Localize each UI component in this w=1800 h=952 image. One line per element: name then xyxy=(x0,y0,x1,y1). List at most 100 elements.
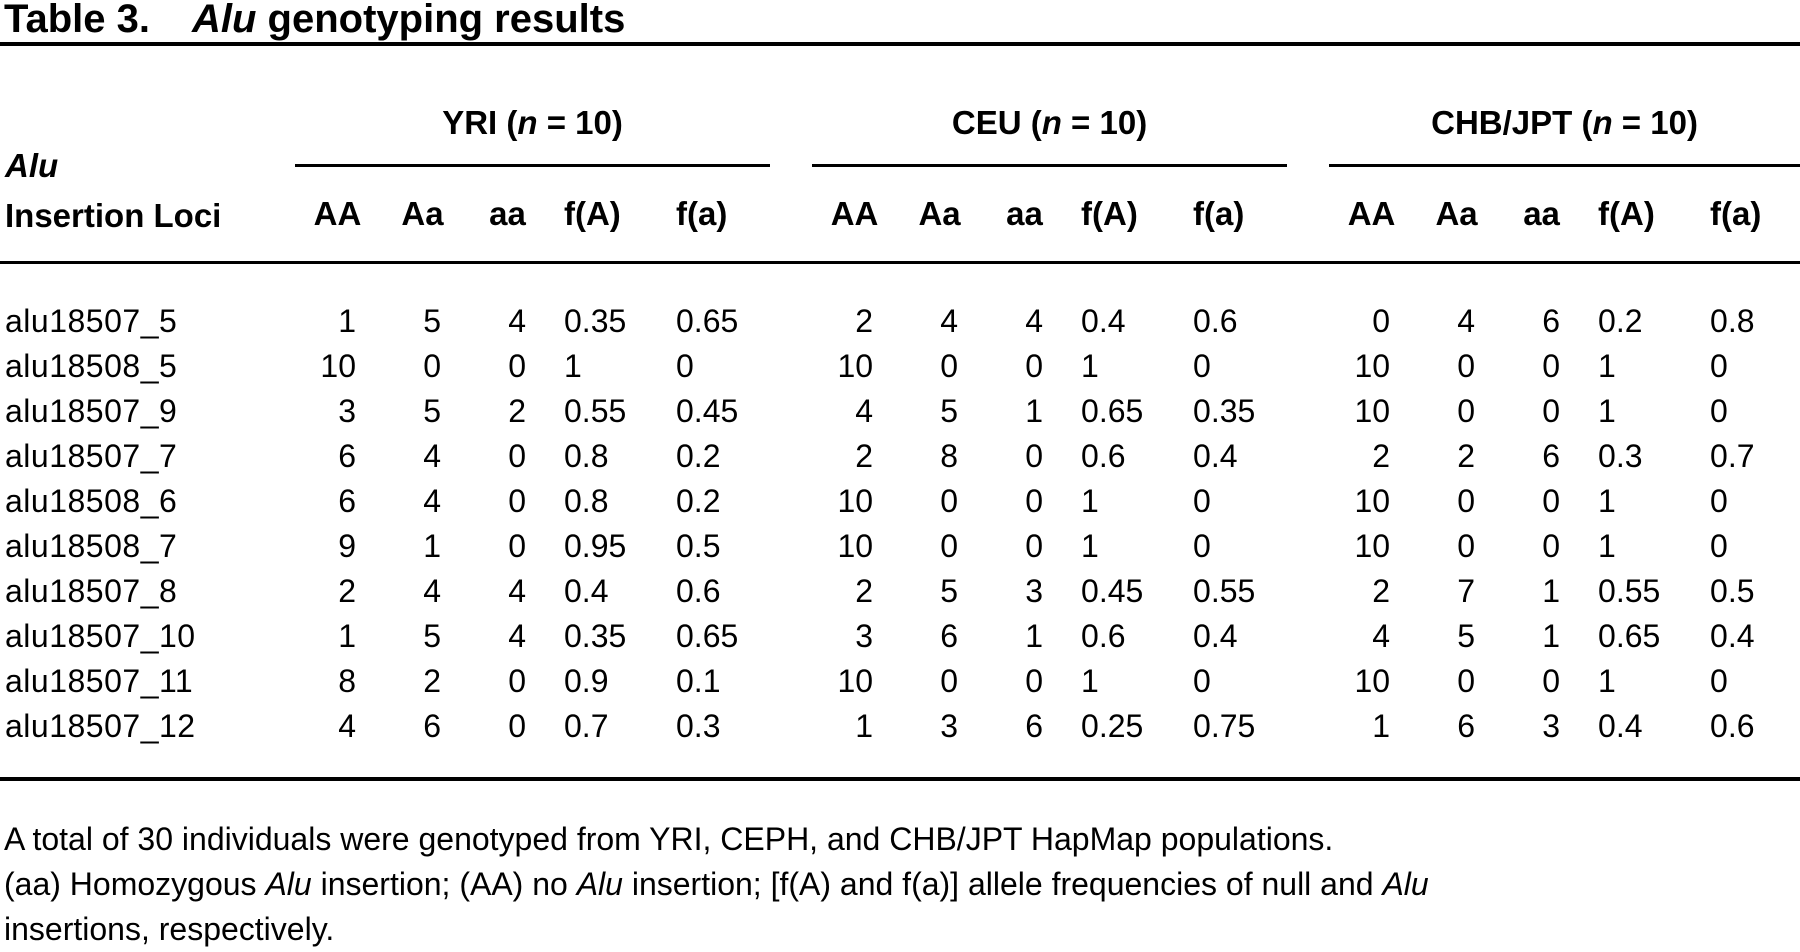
row-label: alu18507_5 xyxy=(5,303,178,339)
cell: 0 xyxy=(1542,663,1561,699)
cell: 10 xyxy=(1354,483,1391,519)
table-row: alu18507_9 3 5 2 0.55 0.45 4 5 1 0.65 0.35 10 0 0 1 0 xyxy=(0,389,1800,434)
cell: 2 xyxy=(508,393,526,429)
cell: 1 xyxy=(1598,663,1616,699)
cell: 8 xyxy=(338,663,356,699)
table-body: alu18507_5 1 5 4 0.35 0.65 2 4 4 0.4 0.6 0 4 6 0.2 0.8 a… xyxy=(0,263,1800,781)
cell: 0.55 xyxy=(564,393,627,429)
cell: 2 xyxy=(855,438,874,474)
cell: 0.65 xyxy=(1081,393,1144,429)
table-row: alu18508_6 6 4 0 0.8 0.2 10 0 0 1 0 10 0 0 1 0 xyxy=(0,479,1800,524)
cell: 0 xyxy=(940,348,959,384)
cell: 4 xyxy=(423,573,441,609)
cell: 7 xyxy=(1457,573,1476,609)
cell: 6 xyxy=(982,704,1068,781)
cell: 1 xyxy=(338,303,356,339)
cell: 4 xyxy=(423,483,441,519)
cell: 4 xyxy=(940,303,959,339)
cell: 0 xyxy=(465,704,550,781)
cell: 0.4 xyxy=(1193,618,1238,654)
cell: 0 xyxy=(1542,528,1561,564)
column-gap xyxy=(770,659,812,704)
column-gap xyxy=(770,524,812,569)
cell: 2 xyxy=(338,573,356,609)
cell: 2 xyxy=(855,303,874,339)
cell: 3 xyxy=(1499,704,1585,781)
group-yri-n: n xyxy=(517,104,538,141)
cell: 0.1 xyxy=(676,663,721,699)
cell: 1 xyxy=(1598,483,1616,519)
cell: 0.35 xyxy=(564,303,627,339)
cell: 5 xyxy=(423,303,441,339)
column-gap xyxy=(1287,344,1329,389)
column-header: Aa xyxy=(380,165,465,264)
cell: 10 xyxy=(320,348,356,384)
group-header-ceu: CEU (n = 10) xyxy=(812,42,1288,167)
cell: 3 xyxy=(338,393,356,429)
column-header: AA xyxy=(812,165,898,264)
footnote-text: insertion; (AA) no xyxy=(311,866,577,902)
cell: 4 xyxy=(295,704,380,781)
cell: 0.3 xyxy=(662,704,771,781)
column-gap xyxy=(770,569,812,614)
cell: 0.4 xyxy=(1710,618,1755,654)
cell: 1 xyxy=(1598,348,1616,384)
cell: 0.9 xyxy=(564,663,609,699)
cell: 0 xyxy=(1457,528,1476,564)
cell: 1 xyxy=(1025,618,1044,654)
genotyping-table: Alu Insertion Loci YRI (n = 10) CEU (n =… xyxy=(0,42,1800,781)
cell: 4 xyxy=(1025,303,1044,339)
group-header-row: Alu Insertion Loci YRI (n = 10) CEU (n =… xyxy=(0,42,1800,264)
footnote-italic-term: Alu xyxy=(1382,866,1429,902)
column-gap xyxy=(1287,389,1329,434)
column-gap xyxy=(1287,165,1330,264)
cell: 3 xyxy=(855,618,874,654)
group-chbjpt-n: n xyxy=(1592,104,1613,141)
cell: 0.4 xyxy=(1584,704,1697,781)
cell: 10 xyxy=(837,528,874,564)
row-header-line2: Insertion Loci xyxy=(5,197,222,234)
column-header: AA xyxy=(1329,165,1415,264)
cell: 0.95 xyxy=(564,528,627,564)
cell: 10 xyxy=(837,483,874,519)
column-header: f(a) xyxy=(1179,165,1288,264)
cell: 0.2 xyxy=(1598,303,1643,339)
column-header: f(a) xyxy=(662,165,771,264)
footnote-line: A total of 30 individuals were genotyped… xyxy=(4,821,1334,857)
group-chbjpt-pre: CHB/JPT ( xyxy=(1431,104,1593,141)
cell: 6 xyxy=(1414,704,1500,781)
column-header: f(A) xyxy=(550,165,662,264)
cell: 0 xyxy=(1025,483,1044,519)
row-header-line1: Alu xyxy=(5,147,59,184)
cell: 1 xyxy=(1081,348,1099,384)
column-gap xyxy=(770,344,812,389)
cell: 5 xyxy=(423,393,441,429)
table-row: alu18507_8 2 4 4 0.4 0.6 2 5 3 0.45 0.55 2 7 1 0.55 0.5 xyxy=(0,569,1800,614)
cell: 0 xyxy=(1457,663,1476,699)
group-ceu-post: = 10) xyxy=(1061,104,1148,141)
footnote-line: (aa) Homozygous Alu insertion; (AA) no A… xyxy=(4,862,1800,907)
cell: 0 xyxy=(1025,348,1044,384)
cell: 8 xyxy=(940,438,959,474)
column-header: Aa xyxy=(1414,165,1500,264)
cell: 0 xyxy=(1542,393,1561,429)
cell: 0.8 xyxy=(564,438,609,474)
cell: 0 xyxy=(423,348,441,384)
cell: 0 xyxy=(1372,303,1391,339)
group-header-yri: YRI (n = 10) xyxy=(295,42,771,167)
cell: 0 xyxy=(940,483,959,519)
cell: 1 xyxy=(423,528,441,564)
cell: 10 xyxy=(1354,528,1391,564)
cell: 0 xyxy=(1457,348,1476,384)
table-title-number: Table 3. xyxy=(4,0,150,41)
column-header: aa xyxy=(982,165,1068,264)
cell: 0.65 xyxy=(1598,618,1661,654)
table-row: alu18507_11 8 2 0 0.9 0.1 10 0 0 1 0 10 0 0 1 0 xyxy=(0,659,1800,704)
cell: 0.75 xyxy=(1179,704,1288,781)
group-yri-pre: YRI ( xyxy=(442,104,518,141)
cell: 1 xyxy=(1329,704,1415,781)
cell: 5 xyxy=(1457,618,1476,654)
cell: 0.35 xyxy=(564,618,627,654)
cell: 0 xyxy=(1193,663,1211,699)
cell: 0 xyxy=(1542,348,1561,384)
